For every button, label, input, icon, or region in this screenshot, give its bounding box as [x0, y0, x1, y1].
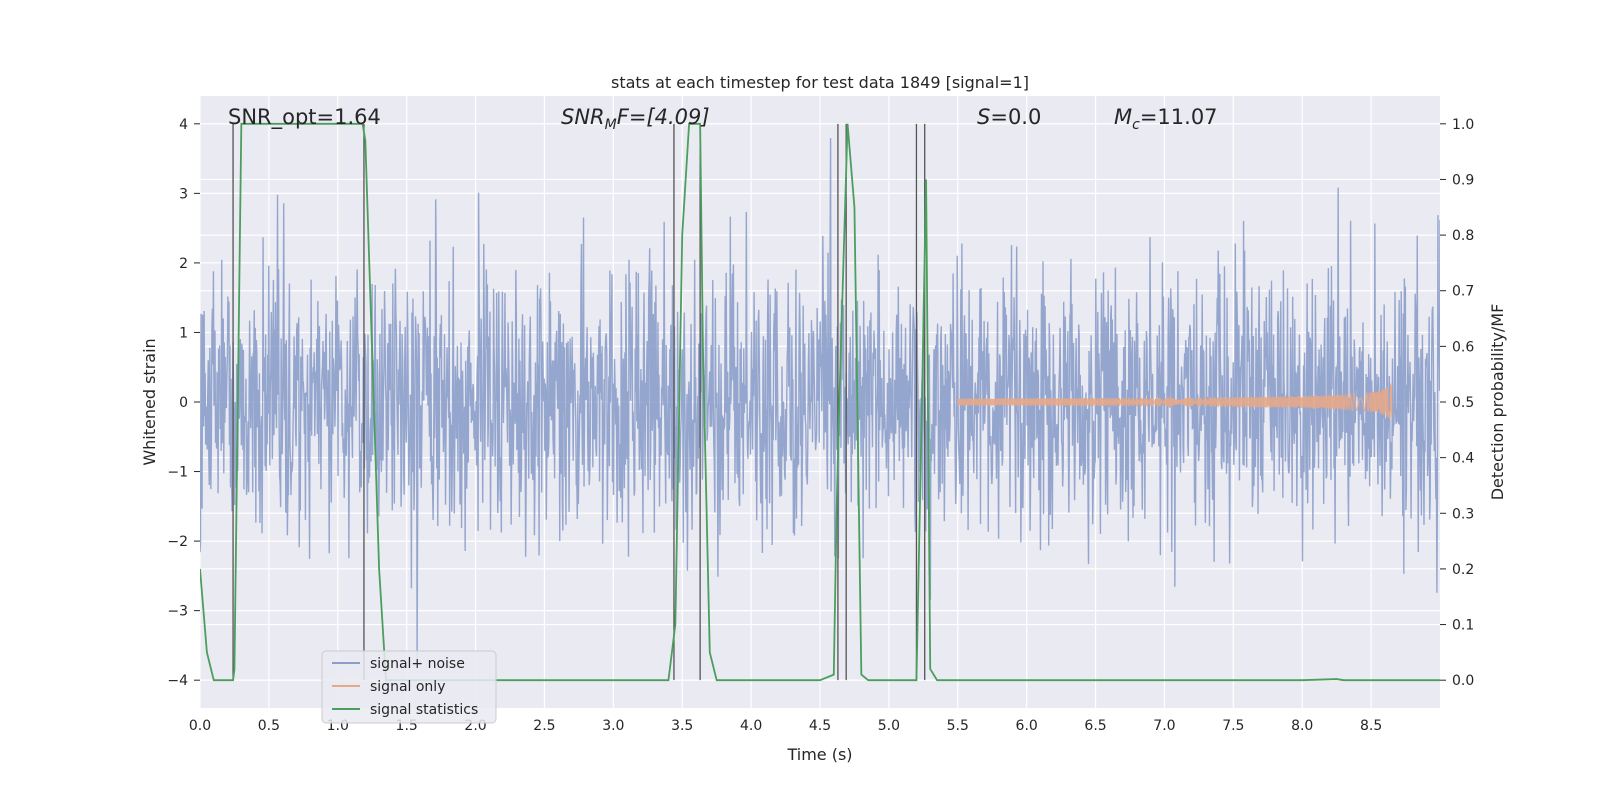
legend-label-stats: signal statistics: [370, 702, 478, 718]
legend-label-signal: signal only: [370, 679, 445, 695]
legend-box: [321, 650, 497, 724]
x-tick-label: 2.5: [533, 718, 555, 734]
x-tick-label: 3.0: [602, 718, 624, 734]
y-tick-label-left: 1: [179, 325, 188, 341]
signal-chirp-line: [957, 383, 1393, 420]
signal-statistics-line: [200, 122, 1440, 682]
x-tick-label: 5.5: [947, 718, 969, 734]
y-axis-left-label: Whitened strain: [140, 338, 159, 465]
noise-series: [200, 138, 1440, 664]
y-axis-right: 0.0 0.1 0.2 0.3 0.4 0.5 0.6 0.7 0.8 0.9 1.0: [1440, 117, 1474, 689]
x-tick-label: 6.0: [1016, 718, 1038, 734]
x-axis: 0.0 0.5 1.0 1.5 2.0 2.5 3.0 3.5 4.0 4.5 5.0 5.5 6.0 6…: [189, 718, 1382, 734]
annotation-snr-opt: SNR_opt=1.64: [228, 105, 381, 130]
y-tick-label-right: 0.5: [1452, 395, 1474, 411]
y-tick-label-left: 4: [179, 117, 188, 133]
y-tick-label-right: 0.8: [1452, 228, 1474, 244]
y-tick-label-left: 0: [179, 395, 188, 411]
mc-value: =11.07: [1140, 105, 1218, 129]
y-tick-label-right: 1.0: [1452, 117, 1474, 133]
y-tick-label-right: 0.7: [1452, 284, 1474, 300]
x-axis-label: Time (s): [786, 745, 852, 764]
y-axis-right-label: Detection probability/MF: [1488, 304, 1507, 501]
legend-label-noise: signal+ noise: [370, 656, 465, 672]
vertical-markers: [232, 123, 926, 681]
mc-label: M: [1114, 105, 1132, 129]
x-tick-label: 7.5: [1222, 718, 1244, 734]
snr-mf-rest: F=[4.09]: [617, 105, 710, 129]
y-tick-label-right: 0.3: [1452, 506, 1474, 522]
y-tick-label-right: 0.0: [1452, 673, 1474, 689]
y-tick-label-right: 0.4: [1452, 451, 1474, 467]
y-tick-label-left: −3: [167, 604, 188, 620]
x-tick-label: 8.0: [1291, 718, 1313, 734]
signal-only-series: [957, 383, 1393, 420]
mc-subscript: c: [1132, 117, 1140, 133]
y-tick-label-left: −4: [167, 673, 188, 689]
annotation-mc: Mc=11.07: [1114, 105, 1218, 133]
legend: signal+ noise signal only signal statist…: [321, 650, 497, 724]
s-value: =0.0: [990, 105, 1041, 129]
x-tick-label: 7.0: [1153, 718, 1175, 734]
signal-statistics-series: [200, 122, 1440, 682]
x-tick-label: 6.5: [1084, 718, 1106, 734]
snr-mf-subscript: M: [605, 117, 617, 133]
y-tick-label-left: −2: [167, 534, 188, 550]
annotation-snr-mf: SNRMF=[4.09]: [561, 105, 710, 133]
annotation-s: S=0.0: [977, 105, 1041, 129]
x-tick-label: 0.0: [189, 718, 211, 734]
y-tick-label-right: 0.2: [1452, 562, 1474, 578]
y-tick-label-right: 0.6: [1452, 339, 1474, 355]
y-axis-left: −4 −3 −2 −1 0 1 2 3 4: [167, 117, 200, 689]
x-tick-label: 8.5: [1360, 718, 1382, 734]
x-tick-label: 5.0: [878, 718, 900, 734]
chart-title: stats at each timestep for test data 184…: [611, 73, 1029, 92]
y-tick-label-right: 0.1: [1452, 618, 1474, 634]
x-tick-label: 0.5: [258, 718, 280, 734]
y-tick-label-left: 3: [179, 186, 188, 202]
y-tick-label-right: 0.9: [1452, 172, 1474, 188]
y-tick-label-left: 2: [179, 256, 188, 272]
x-tick-label: 3.5: [671, 718, 693, 734]
noise-line: [200, 138, 1440, 664]
snr-mf-label: SNR: [561, 105, 605, 129]
s-label: S: [977, 105, 990, 129]
y-tick-label-left: −1: [167, 465, 188, 481]
x-tick-label: 4.5: [809, 718, 831, 734]
x-tick-label: 4.0: [740, 718, 762, 734]
